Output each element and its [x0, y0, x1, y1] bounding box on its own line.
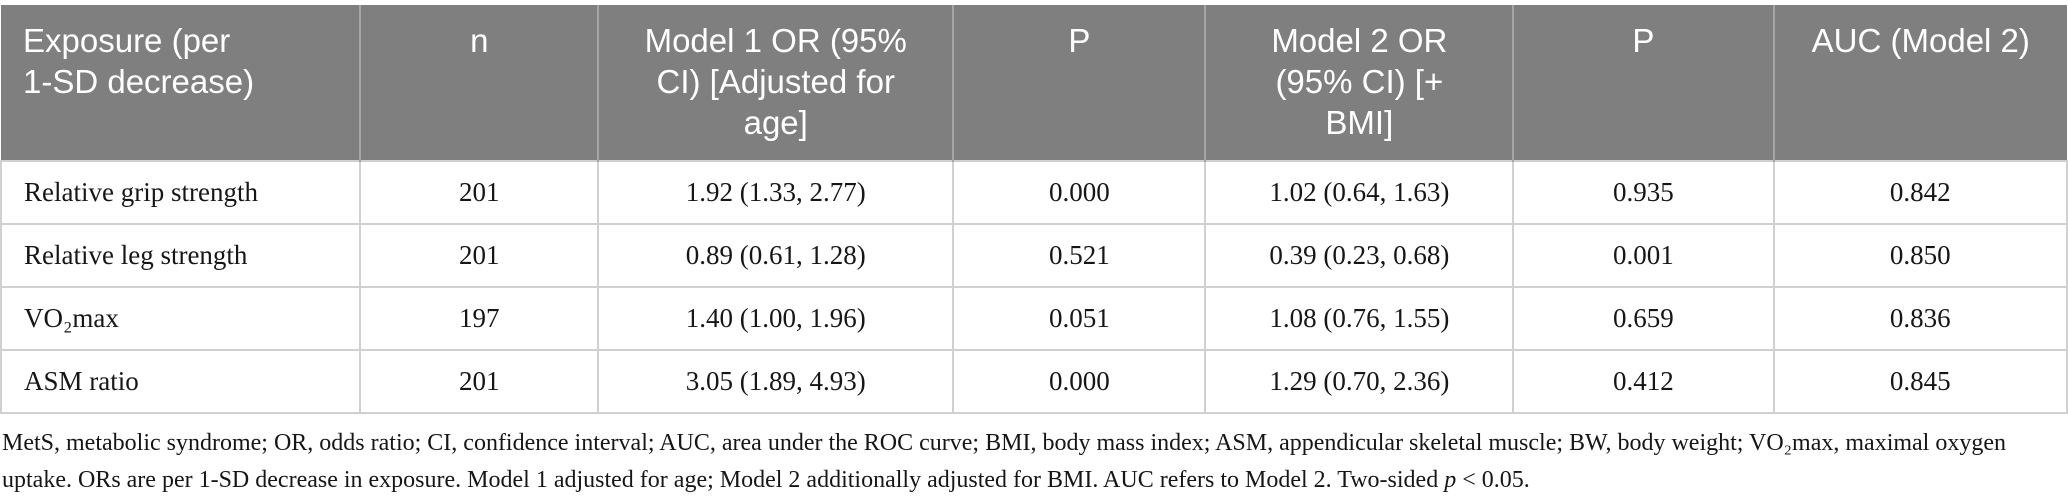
col-header-p-model1: P [952, 5, 1206, 161]
col-header-n: n [359, 5, 599, 161]
col-header-model2-or: Model 2 OR (95% CI) [+ BMI] [1204, 5, 1514, 161]
cell-model1-or: 0.89 (0.61, 1.28) [597, 222, 955, 288]
cell-model1-or: 3.05 (1.89, 4.93) [597, 348, 955, 414]
table-row: ASM ratio 201 3.05 (1.89, 4.93) 0.000 1.29 (… [0, 348, 2068, 414]
cell-p-model1: 0.521 [952, 222, 1207, 288]
table-row: Relative leg strength 201 0.89 (0.61, 1.28… [0, 222, 2068, 288]
col-header-model1-or: Model 1 OR (95% CI) [Adjusted for age] [597, 5, 954, 161]
cell-auc: 0.850 [1772, 222, 2068, 288]
cell-n: 201 [359, 348, 600, 414]
cell-exposure: ASM ratio [0, 348, 362, 414]
cell-p-model2: 0.001 [1512, 222, 1775, 288]
cell-model1-or: 1.40 (1.00, 1.96) [597, 285, 955, 351]
cell-exposure: Relative leg strength [0, 222, 362, 288]
cell-model2-or: 1.02 (0.64, 1.63) [1204, 159, 1515, 225]
cell-auc: 0.836 [1772, 285, 2068, 351]
footnote-segment: < 0.05. [1456, 466, 1530, 493]
table-row: Relative grip strength 201 1.92 (1.33, 2.7… [0, 159, 2068, 225]
table-header-row: Exposure (per 1-SD decrease) n Model 1 OR (… [1, 5, 2067, 161]
cell-model2-or: 1.29 (0.70, 2.36) [1204, 348, 1515, 414]
cell-p-model2: 0.412 [1512, 348, 1775, 414]
cell-n: 201 [359, 222, 600, 288]
cell-p-model2: 0.935 [1512, 159, 1775, 225]
cell-p-model1: 0.000 [952, 159, 1207, 225]
cell-model1-or: 1.92 (1.33, 2.77) [597, 159, 955, 225]
footnote-text: MetS, metabolic syndrome; OR, odds ratio… [2, 430, 2006, 493]
cell-auc: 0.842 [1772, 159, 2068, 225]
cell-n: 201 [359, 159, 600, 225]
results-table: Exposure (per 1-SD decrease) n Model 1 OR (… [0, 5, 2068, 414]
footnote-italic-p: p [1444, 466, 1457, 493]
table-footnote: MetS, metabolic syndrome; OR, odds ratio… [0, 414, 2068, 499]
col-header-p-model2: P [1512, 5, 1774, 161]
results-table-body: Relative grip strength 201 1.92 (1.33, 2.7… [0, 159, 2068, 414]
cell-p-model1: 0.051 [952, 285, 1207, 351]
col-header-exposure: Exposure (per 1-SD decrease) [1, 5, 361, 161]
cell-p-model2: 0.659 [1512, 285, 1775, 351]
cell-p-model1: 0.000 [952, 348, 1207, 414]
cell-model2-or: 1.08 (0.76, 1.55) [1204, 285, 1515, 351]
footnote-segment: MetS, metabolic syndrome; OR, odds ratio… [2, 429, 2006, 493]
cell-auc: 0.845 [1772, 348, 2068, 414]
cell-n: 197 [359, 285, 600, 351]
cell-exposure: Relative grip strength [0, 159, 362, 225]
cell-model2-or: 0.39 (0.23, 0.68) [1204, 222, 1515, 288]
col-header-auc: AUC (Model 2) [1772, 5, 2067, 161]
results-table-head: Exposure (per 1-SD decrease) n Model 1 OR (… [1, 5, 2067, 161]
table-row: VO₂max 197 1.40 (1.00, 1.96) 0.051 1.08 (0.7… [0, 285, 2068, 351]
cell-exposure: VO₂max [0, 285, 362, 351]
